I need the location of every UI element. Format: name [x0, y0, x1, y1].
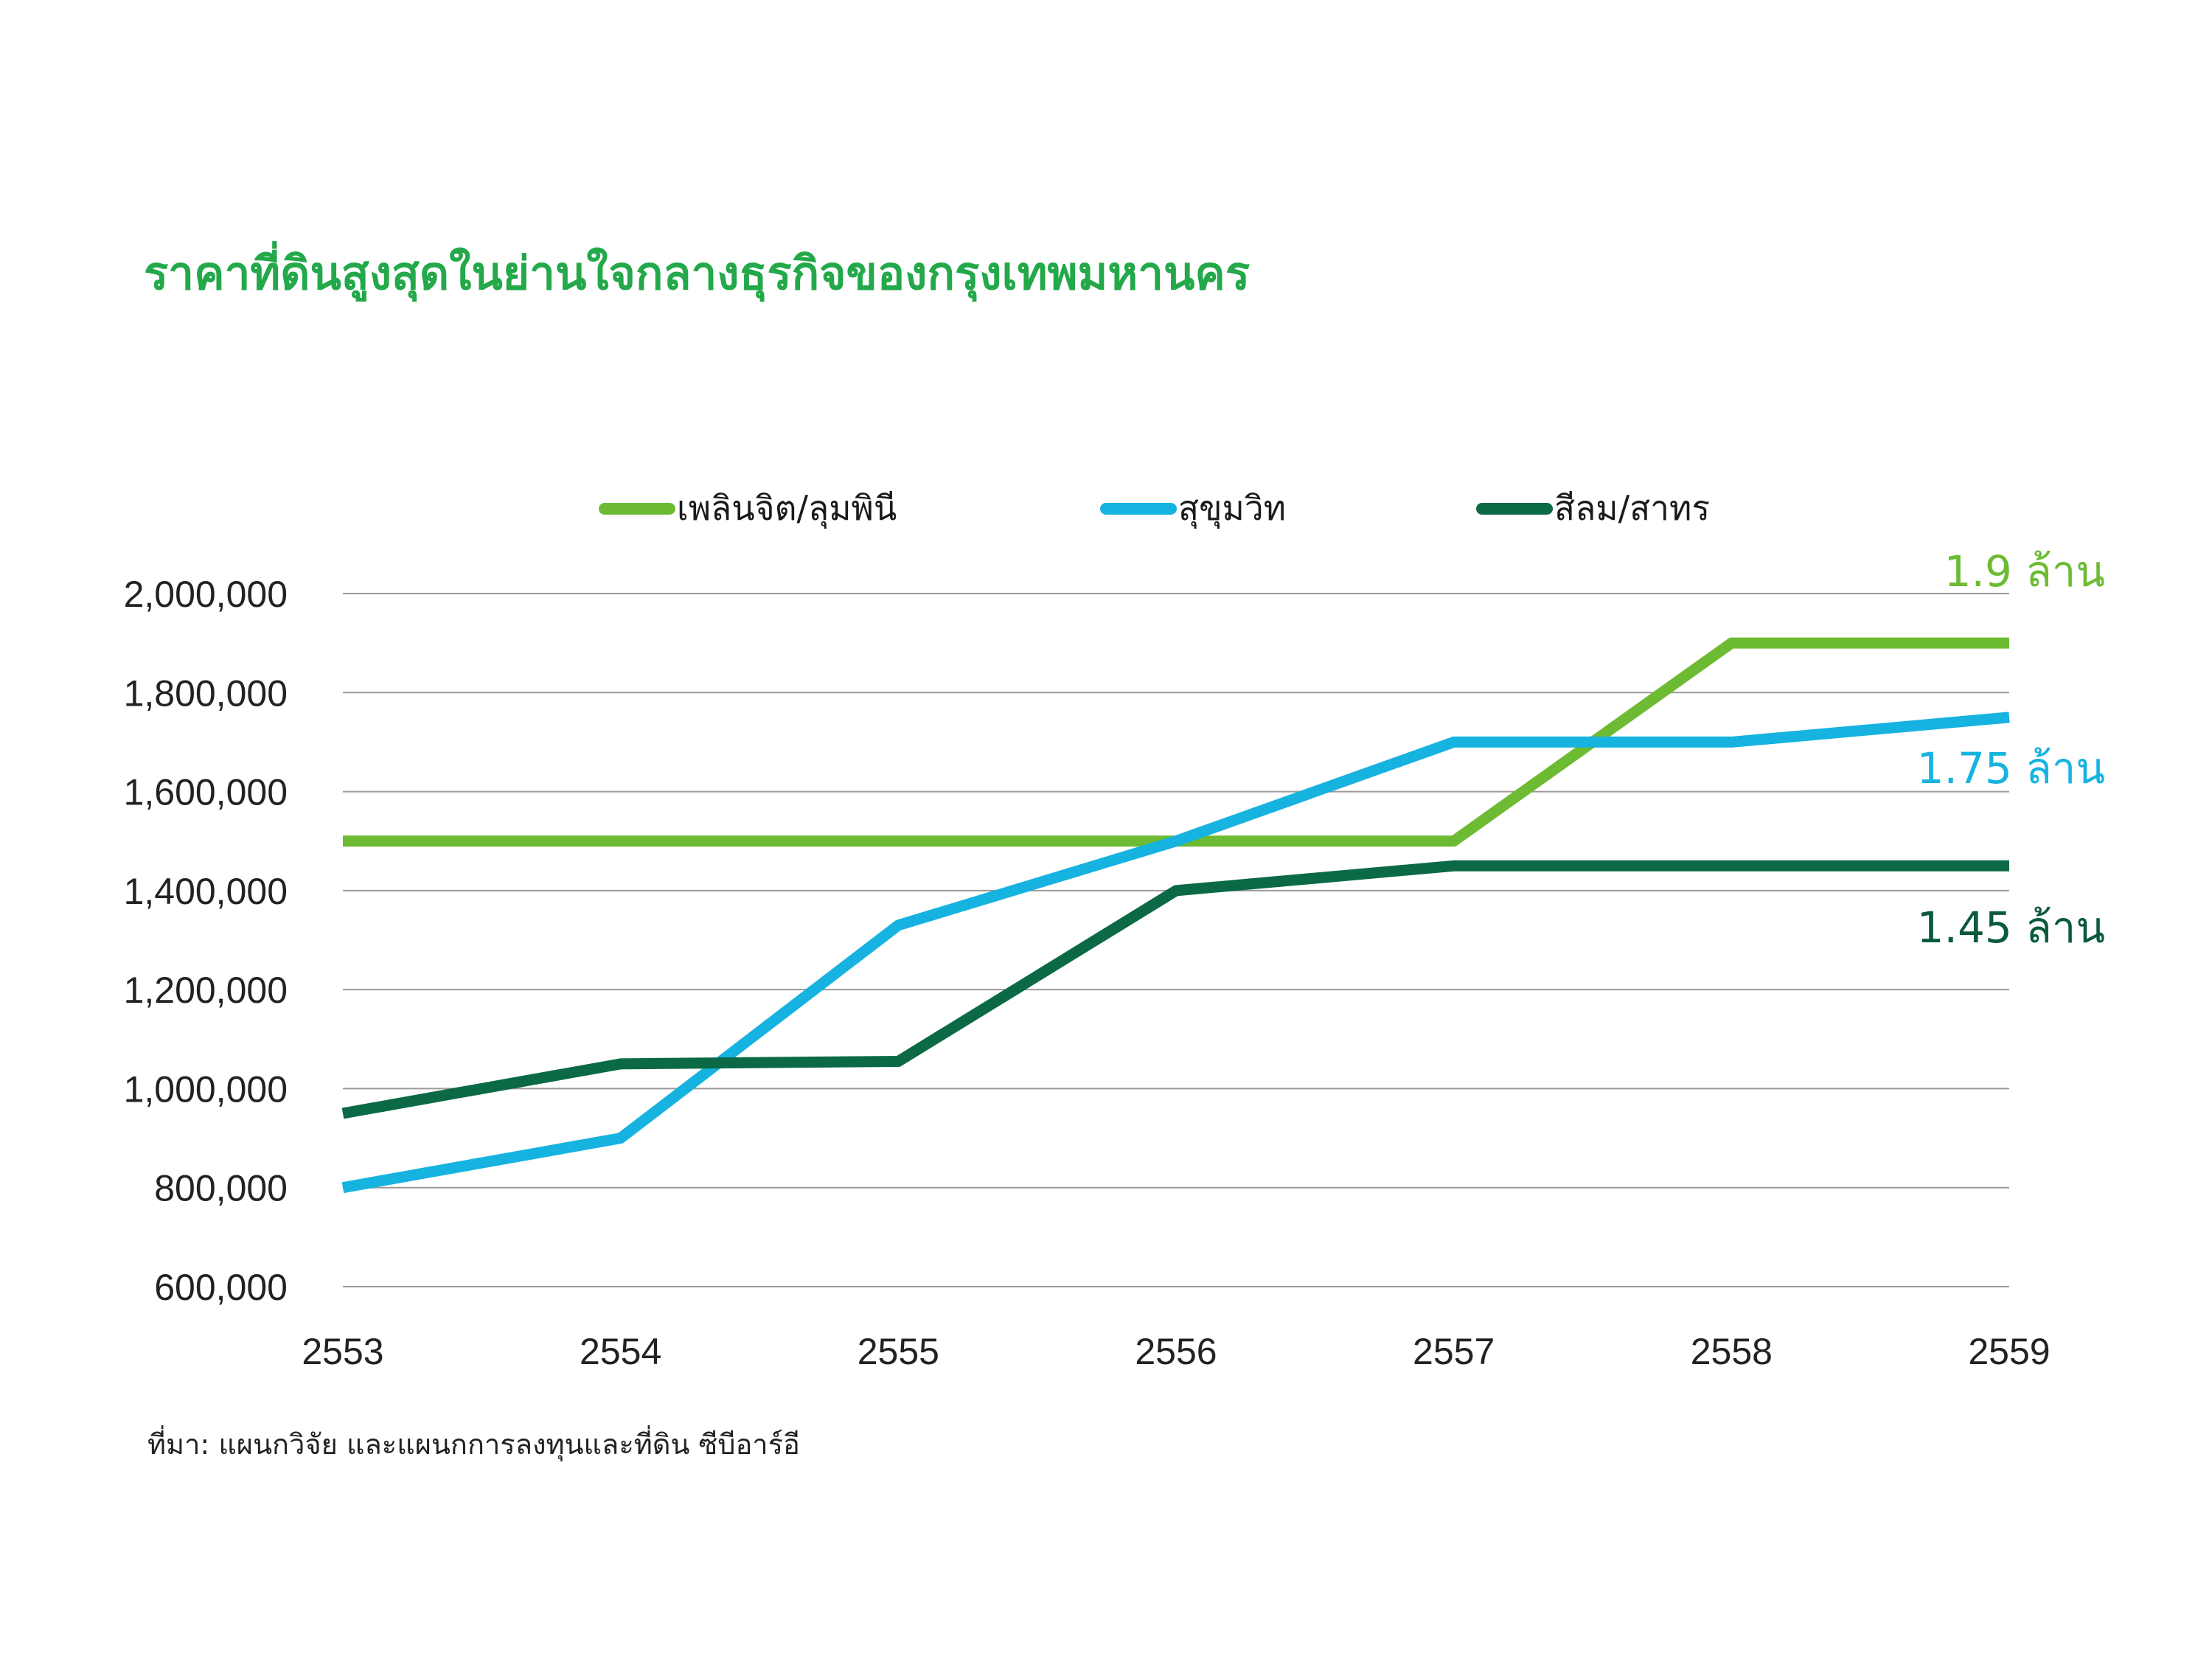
- y-tick-label: 800,000: [154, 1168, 288, 1209]
- series-lines: [341, 637, 2010, 1194]
- y-tick-label: 1,800,000: [124, 672, 288, 714]
- x-tick-label: 2555: [858, 1331, 939, 1372]
- x-tick-label: 2557: [1413, 1331, 1495, 1372]
- y-tick-label: 1,600,000: [124, 772, 288, 813]
- legend-label-2: สีลม/สาทร: [1554, 488, 1710, 528]
- x-tick-label: 2558: [1691, 1331, 1773, 1372]
- y-axis: 600,000 800,000 1,000,000 1,200,000 1,400,00…: [124, 574, 288, 1308]
- x-tick-label: 2554: [580, 1331, 661, 1372]
- end-label-0: 1.9 ล้าน: [1944, 546, 2105, 597]
- chart-title: ราคาที่ดินสูงสุดในย่านใจกลางธุรกิจของกรุ…: [144, 241, 1250, 302]
- source-note: ที่มา: แผนกวิจัย และแผนกการลงทุนและที่ดิ…: [147, 1425, 800, 1461]
- x-tick-label: 2553: [302, 1331, 383, 1372]
- legend-label-0: เพลินจิต/ลุมพินี: [677, 488, 897, 529]
- legend: เพลินจิต/ลุมพินี สุขุมวิท สีลม/สาทร: [599, 488, 1710, 529]
- x-tick-label: 2556: [1135, 1331, 1217, 1372]
- y-tick-label: 600,000: [154, 1267, 288, 1308]
- end-labels: 1.9 ล้าน 1.75 ล้าน 1.45 ล้าน: [1917, 546, 2105, 953]
- gridlines: [343, 593, 2009, 1287]
- end-label-1: 1.75 ล้าน: [1917, 743, 2105, 793]
- series-line-2: [341, 860, 2009, 1119]
- x-axis: 2553 2554 2555 2556 2557 2558 2559: [302, 1331, 2050, 1372]
- y-tick-label: 1,400,000: [124, 871, 288, 912]
- series-line-1: [341, 712, 2010, 1194]
- y-tick-label: 1,000,000: [124, 1068, 288, 1110]
- x-tick-label: 2559: [1968, 1331, 2050, 1372]
- y-tick-label: 2,000,000: [124, 574, 288, 615]
- legend-label-1: สุขุมวิท: [1178, 488, 1286, 529]
- y-tick-label: 1,200,000: [124, 970, 288, 1011]
- end-label-2: 1.45 ล้าน: [1917, 902, 2105, 953]
